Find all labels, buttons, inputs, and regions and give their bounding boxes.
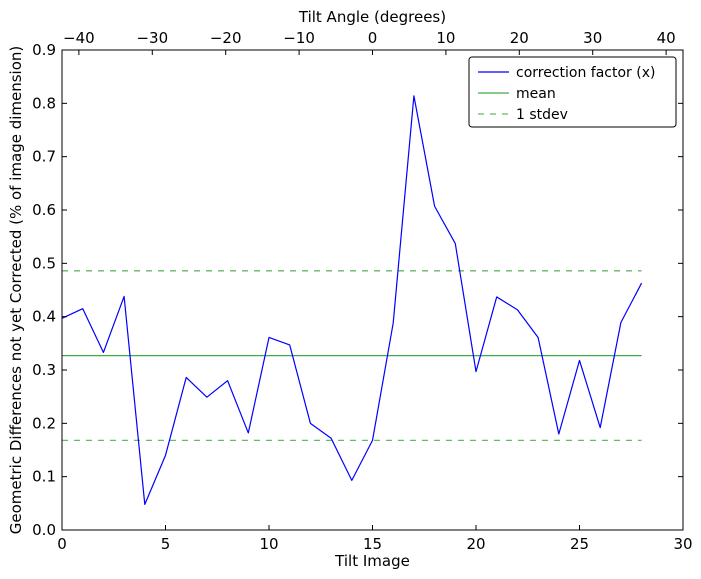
y-axis-label: Geometric Differences not yet Corrected … bbox=[7, 46, 25, 535]
x-tick-label: 0 bbox=[57, 535, 67, 553]
legend-label-stdev: 1 stdev bbox=[516, 107, 568, 123]
legend-label-correction-factor: correction factor (x) bbox=[516, 65, 655, 81]
legend-box bbox=[468, 56, 677, 128]
top-x-axis-label: Tilt Angle (degrees) bbox=[298, 8, 446, 26]
top-x-tick-label: −40 bbox=[63, 29, 95, 47]
legend-label-mean: mean bbox=[516, 86, 556, 102]
x-tick-label: 5 bbox=[161, 535, 171, 553]
y-tick-label: 0.4 bbox=[32, 308, 56, 326]
ticks bbox=[61, 49, 684, 531]
top-x-tick-label: −30 bbox=[136, 29, 168, 47]
x-tick-label: 10 bbox=[259, 535, 278, 553]
plot-lines bbox=[61, 95, 643, 505]
legend: correction factor (x) mean 1 stdev bbox=[468, 56, 677, 128]
top-x-tick-label: −20 bbox=[210, 29, 242, 47]
y-tick-label: 0.6 bbox=[32, 201, 56, 219]
y-tick-label: 0.0 bbox=[32, 521, 56, 539]
top-x-tick-label: 40 bbox=[657, 29, 676, 47]
x-tick-label: 30 bbox=[673, 535, 692, 553]
y-tick-label: 0.9 bbox=[32, 41, 56, 59]
y-tick-label: 0.7 bbox=[32, 148, 56, 166]
top-x-tick-label: 10 bbox=[436, 29, 455, 47]
x-tick-label: 20 bbox=[466, 535, 485, 553]
x-axis-label: Tilt Image bbox=[334, 552, 410, 570]
y-tick-label: 0.8 bbox=[32, 94, 56, 112]
tick-labels: 0 5 10 15 20 25 30 0.0 0.1 0.2 0.3 0.4 0.5 0.6 0.7 0.8 0… bbox=[32, 29, 692, 553]
top-x-tick-label: 0 bbox=[368, 29, 378, 47]
y-tick-label: 0.2 bbox=[32, 414, 56, 432]
top-x-tick-label: −10 bbox=[283, 29, 315, 47]
y-tick-label: 0.1 bbox=[32, 468, 56, 486]
x-tick-label: 25 bbox=[570, 535, 589, 553]
top-x-tick-label: 20 bbox=[510, 29, 529, 47]
correction-factor-line bbox=[61, 95, 643, 505]
y-tick-label: 0.3 bbox=[32, 361, 56, 379]
x-tick-label: 15 bbox=[363, 535, 382, 553]
y-tick-label: 0.5 bbox=[32, 254, 56, 272]
top-x-tick-label: 30 bbox=[583, 29, 602, 47]
